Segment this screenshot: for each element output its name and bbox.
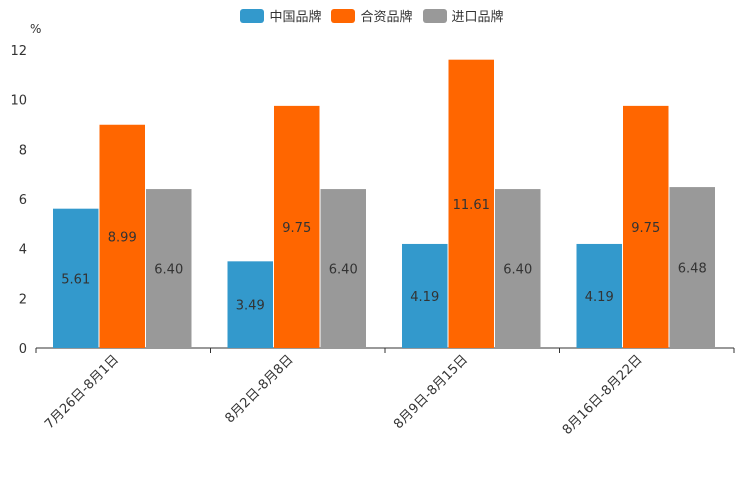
bar-0-3 [576,243,622,348]
y-tick-label: 6 [19,193,27,208]
x-category-label: 8月16日-8月22日 [560,352,646,438]
bar-data-label: 11.61 [453,198,490,213]
legend-swatch-china-brand [240,8,265,23]
x-category-label: 8月2日-8月8日 [222,352,296,426]
y-tick-label: 2 [19,292,27,307]
bar-2-0 [146,189,192,348]
bar-0-1 [227,261,273,348]
legend-swatch-jv-brand [331,8,356,23]
y-tick-label: 0 [19,342,27,357]
legend-label-jv-brand: 合资品牌 [360,10,413,25]
y-tick-label: 10 [10,94,27,109]
x-category-label: 8月9日-8月15日 [391,352,471,432]
bar-data-label: 6.40 [329,263,358,278]
bar-1-0 [99,124,145,348]
legend-item-china-brand[interactable]: 中国品牌 [240,6,321,25]
bar-data-label: 9.75 [282,221,311,236]
bar-2-1 [320,189,366,348]
bar-2-3 [669,187,715,348]
legend: 中国品牌 合资品牌 进口品牌 [0,6,744,25]
bar-0-0 [53,208,99,348]
bar-data-label: 6.48 [678,262,707,277]
bar-data-label: 6.40 [154,263,183,278]
legend-item-import-brand[interactable]: 进口品牌 [422,6,504,25]
bar-data-label: 9.75 [631,221,660,236]
y-axis-unit: % [30,22,42,36]
bar-data-label: 8.99 [108,230,137,245]
bar-1-1 [274,105,320,348]
bar-1-2 [448,59,494,349]
y-tick-label: 12 [10,44,27,59]
bar-data-label: 3.49 [236,299,265,314]
bar-0-2 [402,243,448,348]
bar-data-label: 6.40 [503,263,532,278]
legend-swatch-import-brand [422,8,447,23]
y-tick-label: 8 [19,143,27,158]
bar-1-3 [623,105,669,348]
legend-label-import-brand: 进口品牌 [451,10,504,25]
legend-item-jv-brand[interactable]: 合资品牌 [331,6,413,25]
bar-data-label: 4.19 [410,290,439,305]
bar-2-2 [495,189,541,348]
legend-label-china-brand: 中国品牌 [269,10,322,25]
x-category-label: 7月26日-8月1日 [42,352,122,432]
bar-data-label: 4.19 [585,290,614,305]
bar-data-label: 5.61 [61,272,90,287]
y-tick-label: 4 [19,243,27,258]
